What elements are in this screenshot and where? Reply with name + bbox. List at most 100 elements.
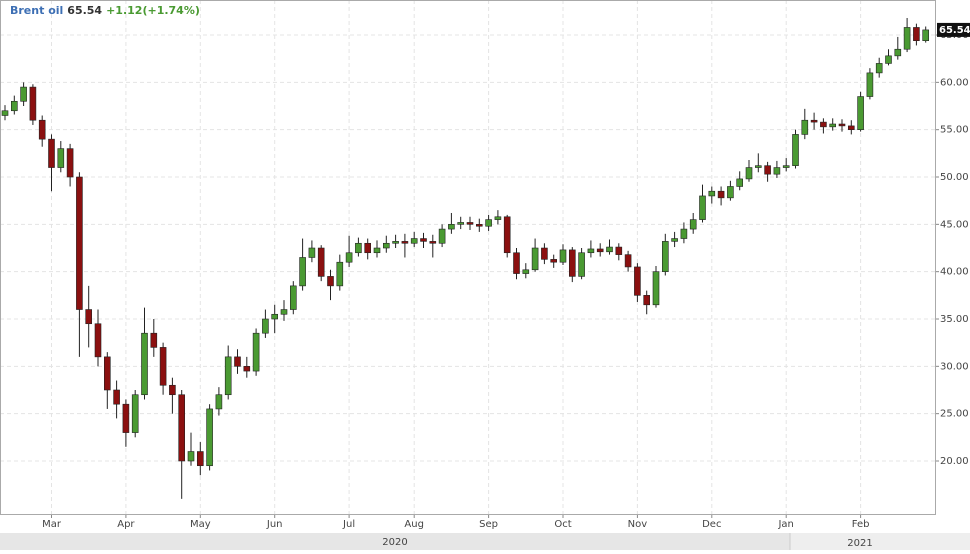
x-tick-label: Aug [404,519,424,530]
candle-body [104,356,111,391]
candle-body [820,121,827,128]
candle-body [48,138,55,168]
x-tick-label: Oct [554,519,571,530]
candle-body [736,178,744,187]
y-tick-label: 50.00 [940,172,969,183]
candle-body [903,27,911,50]
candle-body [289,285,297,310]
candle-body [801,119,809,135]
x-tick-label: Mar [42,519,62,530]
x-tick-label: Feb [852,519,870,530]
candle-body [382,242,390,249]
candle-body [782,165,790,168]
candle-body [11,100,18,112]
x-tick-label: Jul [342,519,355,530]
candle-body [494,216,502,220]
candle-body [615,246,623,255]
candle-body [857,96,864,130]
candle-body [29,86,37,121]
candle-body [215,394,223,410]
x-tick-label: Jan [777,519,793,530]
candle-body [373,247,381,254]
candle-body [85,309,92,325]
candle-body [652,271,660,306]
candle-body [438,228,446,244]
candle-body [810,119,818,123]
candle-body [252,332,260,372]
x-tick-label: May [190,519,211,530]
candle-body [587,248,595,254]
year-band [0,533,790,550]
candle-body [392,241,399,244]
candle-body [280,309,288,315]
candle-body [113,389,120,405]
candle-body [364,242,372,254]
y-tick-label: 45.00 [940,219,969,230]
candle-body [643,295,651,306]
candle-body [122,403,130,433]
candle-body [680,228,688,239]
candle-body [410,238,418,244]
year-band [790,533,970,550]
candle-body [531,247,539,271]
candle-body [829,123,837,128]
x-tick-label: Apr [117,519,135,530]
candle-body [327,276,334,287]
candle-body [847,125,855,130]
candle-body [141,332,148,396]
candle-body [308,247,316,258]
candle-body [838,123,846,127]
candle-body [754,165,762,168]
y-tick-label: 30.00 [940,361,969,372]
y-tick-label: 25.00 [940,409,969,420]
candle-body [345,252,353,263]
candle-body [271,313,279,320]
candle-body [66,148,74,178]
last-price-label: 65.54 [939,25,970,36]
candle-body [894,48,902,57]
candle-body [57,148,65,168]
candle-body [76,176,83,310]
y-tick-label: 55.00 [940,125,969,136]
plot-frame [0,0,936,515]
candle-body [355,242,362,254]
candle-body [1,110,9,116]
candle-body [131,394,139,433]
candle-body [178,394,185,462]
year-label: 2020 [382,537,407,548]
candle-body [94,323,102,358]
candle-body [38,119,46,140]
candle-body [671,238,678,242]
candle-body [150,332,158,348]
candle-body [578,252,585,277]
candle-body [699,195,706,220]
candle-body [922,29,930,42]
candle-body [773,167,781,175]
candle-body [634,266,641,296]
candle-body [661,241,669,272]
candle-body [224,356,232,396]
candle-body [745,167,753,180]
year-label: 2021 [847,538,872,549]
candle-body [550,259,558,263]
candle-body [689,219,697,230]
header: Brent oil 65.54 +1.12(+1.74%) [10,4,204,17]
candle-body [206,408,213,467]
y-tick-label: 20.00 [940,456,969,467]
candle-body [448,224,455,230]
y-tick-label: 40.00 [940,267,969,278]
candle-body [485,219,492,227]
last-price: 65.54 [67,4,103,17]
price-change: +1.12(+1.74%) [106,4,200,17]
candle-body [885,55,892,64]
last-price-box [937,22,970,37]
candle-body [262,318,269,334]
instrument-name: Brent oil [10,4,64,17]
candle-body [401,241,409,244]
candle-body [541,247,548,260]
candle-body [197,451,204,467]
candle-body [317,247,325,277]
candle-body [299,257,306,287]
